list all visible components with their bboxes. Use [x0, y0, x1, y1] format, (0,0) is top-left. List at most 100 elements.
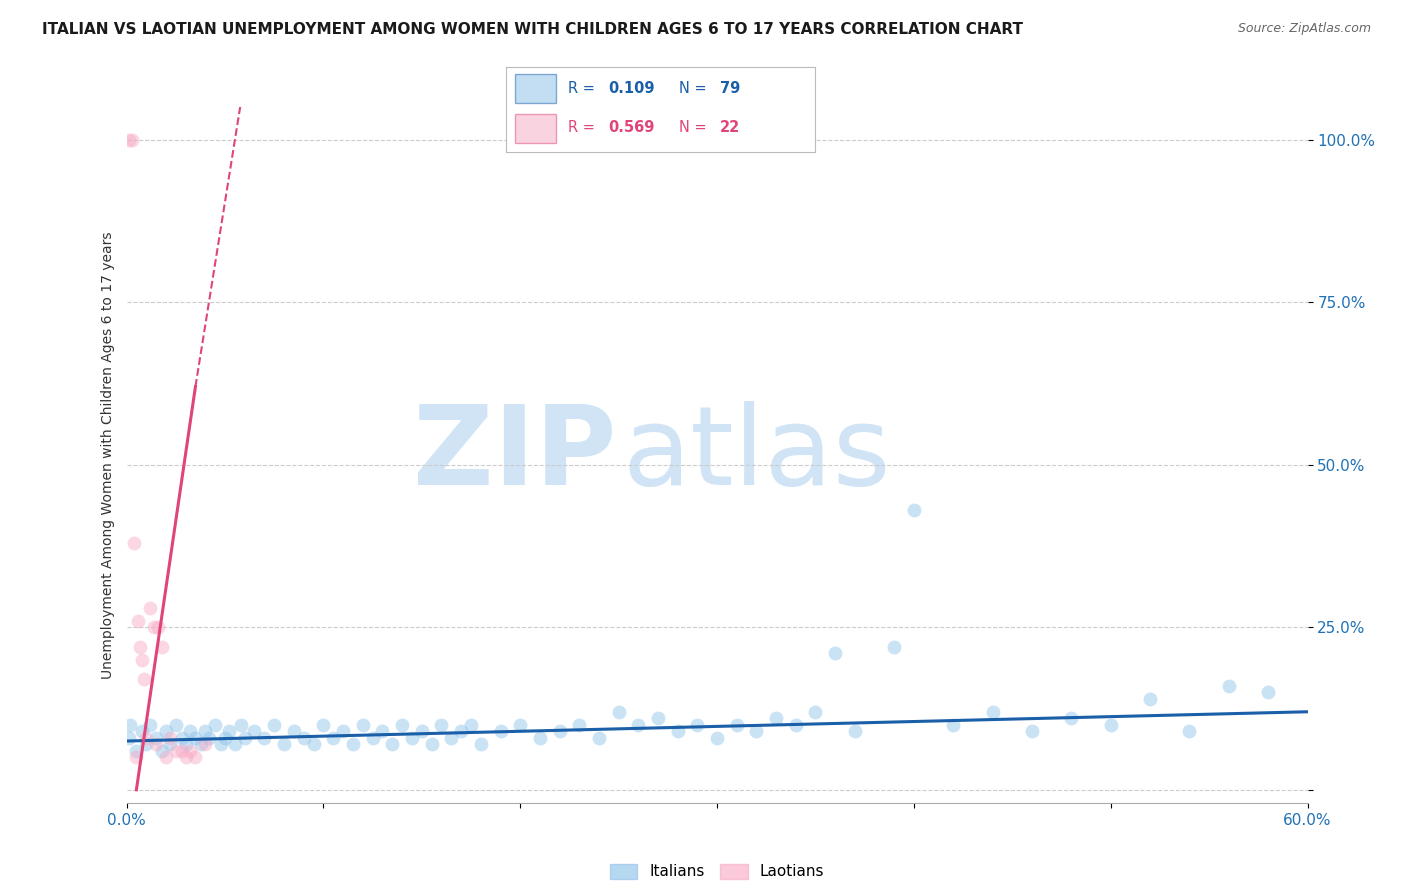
Legend: Italians, Laotians: Italians, Laotians — [603, 857, 831, 886]
Point — [184, 731, 207, 745]
Point — [903, 503, 925, 517]
Point — [131, 724, 153, 739]
Point — [198, 731, 221, 745]
Point — [292, 731, 315, 745]
Bar — [516, 113, 555, 143]
Point — [145, 731, 167, 745]
Text: Source: ZipAtlas.com: Source: ZipAtlas.com — [1237, 22, 1371, 36]
Point — [371, 724, 394, 739]
Point — [647, 711, 669, 725]
Point — [155, 750, 177, 764]
Point — [194, 737, 217, 751]
Point — [450, 724, 472, 739]
Point — [139, 600, 162, 615]
Text: N =: N = — [679, 120, 711, 136]
Point — [159, 737, 181, 751]
Point — [942, 718, 965, 732]
Bar — [516, 74, 555, 103]
Point — [125, 744, 148, 758]
Text: 0.109: 0.109 — [609, 81, 655, 96]
Point — [824, 646, 846, 660]
Point — [165, 718, 187, 732]
Point — [184, 750, 207, 764]
Point — [117, 731, 139, 745]
Point — [190, 737, 212, 751]
Point — [135, 731, 157, 745]
Point — [127, 614, 149, 628]
Point — [135, 737, 157, 751]
Point — [361, 731, 384, 745]
Point — [1021, 724, 1043, 739]
Point — [470, 737, 492, 751]
Y-axis label: Unemployment Among Women with Children Ages 6 to 17 years: Unemployment Among Women with Children A… — [101, 231, 115, 679]
Point — [420, 737, 443, 751]
Point — [194, 724, 217, 739]
Point — [342, 737, 364, 751]
Point — [170, 731, 193, 745]
Point — [218, 724, 240, 739]
Point — [1139, 691, 1161, 706]
Point — [134, 672, 156, 686]
Point — [607, 705, 630, 719]
Point — [165, 744, 187, 758]
Point — [224, 737, 246, 751]
Point — [146, 620, 169, 634]
Point — [548, 724, 571, 739]
Point — [204, 718, 226, 732]
Text: R =: R = — [568, 81, 599, 96]
Text: ZIP: ZIP — [413, 401, 617, 508]
Point — [150, 640, 173, 654]
Point — [302, 737, 325, 751]
Text: 0.569: 0.569 — [609, 120, 655, 136]
Text: N =: N = — [679, 81, 711, 96]
Point — [1218, 679, 1240, 693]
Point — [179, 724, 201, 739]
Point — [529, 731, 551, 745]
Point — [401, 731, 423, 745]
Text: R =: R = — [568, 120, 599, 136]
Point — [145, 737, 167, 751]
Point — [124, 535, 146, 549]
Point — [391, 718, 413, 732]
Point — [214, 731, 236, 745]
Point — [129, 640, 152, 654]
Point — [785, 718, 807, 732]
Point — [150, 744, 173, 758]
Point — [627, 718, 650, 732]
Point — [686, 718, 709, 732]
Point — [131, 653, 153, 667]
Point — [883, 640, 905, 654]
Point — [745, 724, 768, 739]
Text: 22: 22 — [720, 120, 740, 136]
Point — [509, 718, 531, 732]
Point — [174, 737, 197, 751]
Point — [430, 718, 453, 732]
Point — [273, 737, 295, 751]
Point — [125, 750, 148, 764]
Point — [381, 737, 404, 751]
Point — [725, 718, 748, 732]
Point — [170, 744, 193, 758]
Point — [322, 731, 344, 745]
Point — [139, 718, 162, 732]
Point — [117, 132, 139, 146]
Point — [332, 724, 354, 739]
Point — [844, 724, 866, 739]
Point — [209, 737, 232, 751]
Point — [233, 731, 256, 745]
Text: ITALIAN VS LAOTIAN UNEMPLOYMENT AMONG WOMEN WITH CHILDREN AGES 6 TO 17 YEARS COR: ITALIAN VS LAOTIAN UNEMPLOYMENT AMONG WO… — [42, 22, 1024, 37]
Point — [706, 731, 728, 745]
Point — [1178, 724, 1201, 739]
Point — [1060, 711, 1083, 725]
Point — [666, 724, 689, 739]
Point — [143, 620, 166, 634]
Point — [1099, 718, 1122, 732]
Point — [243, 724, 266, 739]
Point — [588, 731, 610, 745]
Point — [121, 132, 143, 146]
Point — [568, 718, 591, 732]
Point — [155, 724, 177, 739]
Point — [765, 711, 787, 725]
Point — [1257, 685, 1279, 699]
Point — [283, 724, 305, 739]
